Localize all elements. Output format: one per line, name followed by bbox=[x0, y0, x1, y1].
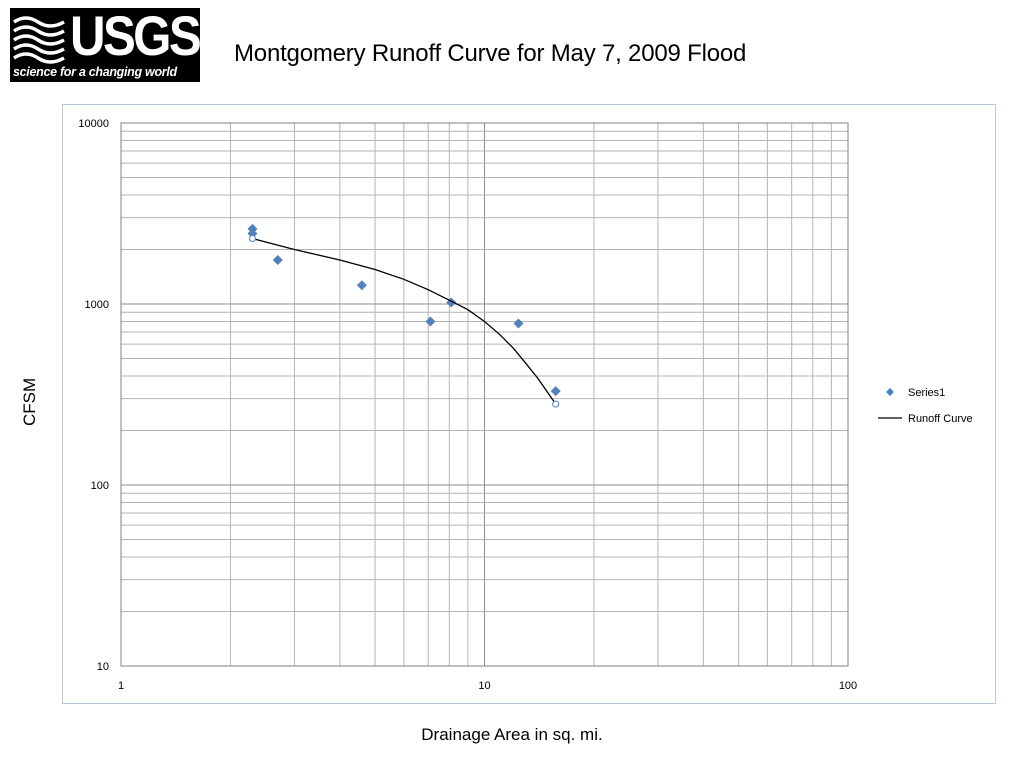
y-tick-label: 10 bbox=[97, 661, 109, 673]
series1-point bbox=[247, 228, 258, 239]
plot-border bbox=[120, 122, 849, 667]
logo-wordmark: USGS bbox=[70, 4, 202, 67]
logo-tagline: science for a changing world bbox=[13, 65, 177, 79]
x-axis-title: Drainage Area in sq. mi. bbox=[421, 725, 603, 744]
chart-gridlines bbox=[120, 122, 849, 667]
runoff-curve-endpoint bbox=[248, 235, 256, 243]
x-tick-label: 1 bbox=[118, 680, 124, 692]
legend-diamond-swatch bbox=[886, 388, 894, 396]
chart-marks bbox=[247, 223, 561, 408]
y-tick-label: 10000 bbox=[78, 118, 109, 130]
slide-title: Montgomery Runoff Curve for May 7, 2009 … bbox=[234, 40, 747, 67]
series1-point bbox=[356, 280, 367, 291]
y-tick-label: 1000 bbox=[85, 299, 109, 311]
usgs-logo: USGS science for a changing world bbox=[10, 4, 202, 82]
series1-point bbox=[425, 316, 436, 327]
runoff-curve-line bbox=[252, 237, 557, 405]
chart-legend: Series1 Runoff Curve bbox=[878, 387, 973, 425]
x-tick-label: 10 bbox=[478, 680, 490, 692]
series1-point bbox=[513, 318, 524, 329]
usgs-wave-icon bbox=[12, 12, 70, 64]
series1-point bbox=[272, 255, 283, 266]
runoff-curve-endpoint bbox=[552, 400, 560, 408]
chart-tick-labels: 1 10 100 10 100 1000 10000 bbox=[78, 118, 857, 692]
legend-label: Series1 bbox=[908, 387, 945, 399]
y-tick-label: 100 bbox=[91, 480, 109, 492]
y-axis-title: CFSM bbox=[20, 377, 39, 426]
chart-frame[interactable] bbox=[62, 104, 996, 704]
series1-point bbox=[550, 386, 561, 397]
x-tick-label: 100 bbox=[839, 680, 857, 692]
legend-label: Runoff Curve bbox=[908, 413, 973, 425]
